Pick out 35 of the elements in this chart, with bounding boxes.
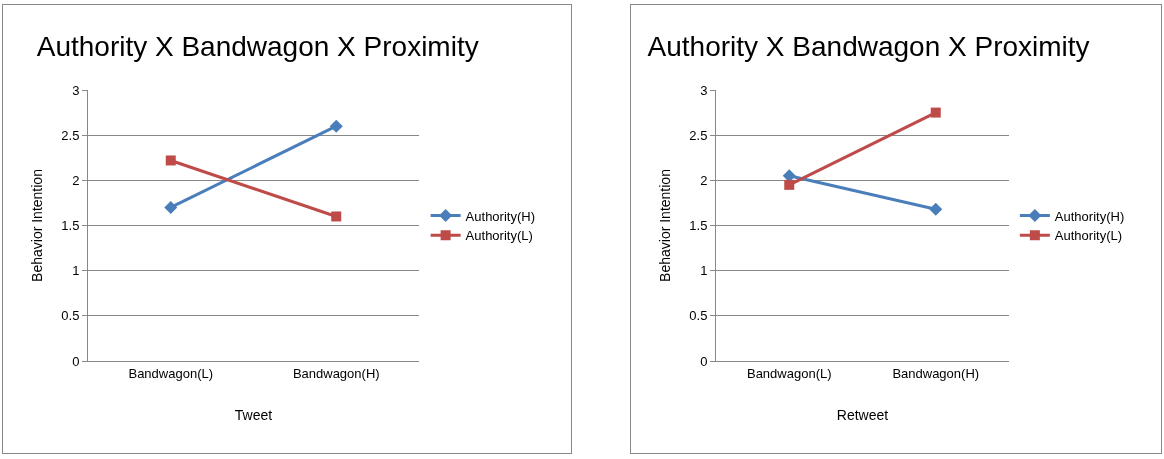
y-tick-label: 0 bbox=[700, 353, 708, 369]
y-tick-label: 2.5 bbox=[689, 127, 708, 143]
y-tick-label: 1 bbox=[72, 263, 80, 279]
point bbox=[164, 200, 178, 214]
y-tick-label: 2 bbox=[700, 172, 708, 188]
legend-label: Authority(H) bbox=[465, 208, 535, 224]
y-tick-label: 1.5 bbox=[61, 218, 80, 234]
point bbox=[165, 155, 176, 166]
y-axis-title: Behavior Intention bbox=[656, 169, 673, 282]
y-tick-label: 2.5 bbox=[61, 127, 80, 143]
y-axis-title: Behavior Intention bbox=[28, 169, 45, 282]
x-tick-label: Bandwagon(H) bbox=[892, 365, 980, 381]
x-tick-label: Bandwagon(H) bbox=[292, 365, 380, 381]
y-tick-label: 2 bbox=[72, 172, 80, 188]
legend-label: Authority(L) bbox=[465, 228, 533, 244]
y-tick-label: 3 bbox=[72, 82, 80, 98]
x-tick-label: Bandwagon(L) bbox=[746, 365, 832, 381]
point bbox=[329, 119, 343, 133]
point bbox=[784, 179, 795, 190]
point bbox=[929, 202, 943, 216]
chart-title: Authority X Bandwagon X Proximity bbox=[36, 30, 479, 62]
x-tick-label: Bandwagon(L) bbox=[128, 365, 214, 381]
legend-label: Authority(H) bbox=[1054, 208, 1125, 224]
legend-label: Authority(L) bbox=[1054, 228, 1123, 244]
x-axis-title: Retweet bbox=[836, 406, 889, 423]
x-axis-title: Tweet bbox=[234, 406, 273, 423]
y-tick-label: 3 bbox=[700, 82, 708, 98]
y-tick-label: 0 bbox=[72, 353, 80, 369]
point bbox=[331, 211, 342, 222]
chart-title: Authority X Bandwagon X Proximity bbox=[647, 30, 1090, 62]
y-tick-label: 0.5 bbox=[689, 308, 708, 324]
y-tick-label: 1 bbox=[700, 263, 708, 279]
point bbox=[930, 107, 941, 118]
y-tick-label: 1.5 bbox=[689, 218, 708, 234]
y-tick-label: 0.5 bbox=[61, 308, 80, 324]
